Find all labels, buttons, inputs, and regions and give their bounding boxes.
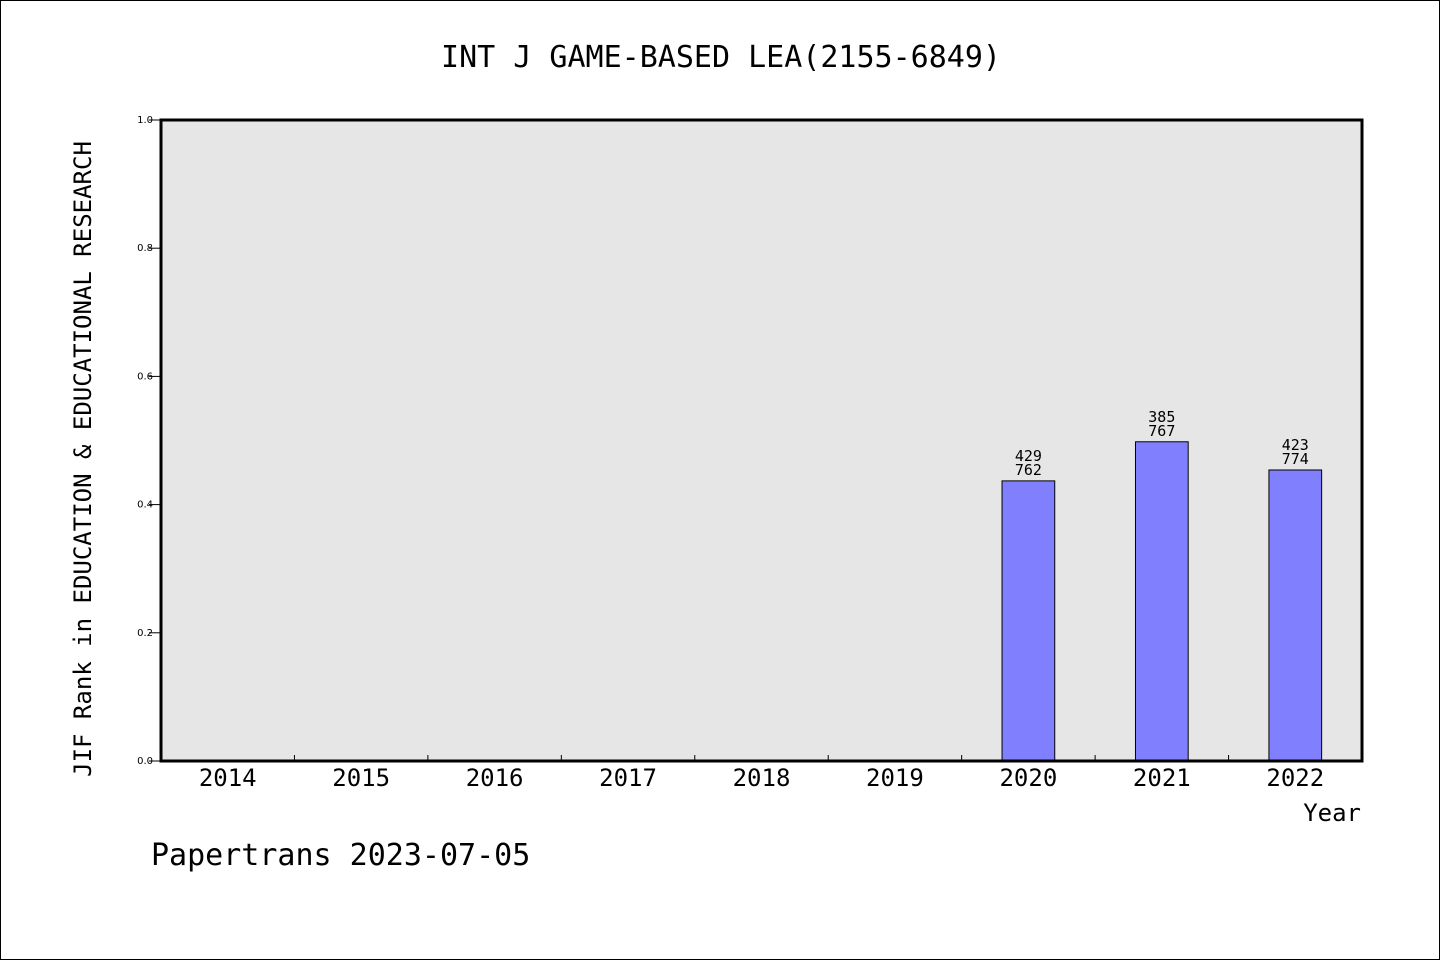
x-tick-label: 2016 [466,764,524,792]
bar-series [1001,441,1323,762]
bar-label-total: 762 [1015,461,1042,479]
x-tick-label: 2015 [332,764,390,792]
bar [1134,441,1189,762]
x-tick-label: 2014 [199,764,257,792]
y-tick-label: 0.2 [137,628,153,639]
bar [1268,469,1323,762]
x-axis-label: Year [1303,799,1361,827]
x-tick-label: 2022 [1266,764,1324,792]
chart-title: INT J GAME-BASED LEA(2155-6849) [441,40,1001,75]
y-axis-label: JIF Rank in EDUCATION & EDUCATIONAL RESE… [69,141,97,777]
x-tick-label: 2021 [1133,764,1191,792]
x-axis-ticks: 2014 2015 2016 2017 2018 2019 2020 2021 2022 [199,755,1324,792]
y-tick-label: 0.4 [137,500,153,511]
bar [1001,480,1056,762]
bar-label-rank: 429 [1015,447,1042,465]
y-tick-label: 0.6 [137,371,153,382]
x-tick-label: 2017 [599,764,657,792]
y-tick-label: 0.8 [137,243,153,254]
bar-label-total: 774 [1282,450,1309,468]
y-axis-ticks: 0.0 0.2 0.4 0.6 0.8 1.0 [137,115,161,767]
x-tick-label: 2018 [733,764,791,792]
bar-label-rank: 385 [1148,408,1175,426]
x-tick-label: 2020 [999,764,1057,792]
footer-credit: Papertrans 2023-07-05 [151,838,530,873]
bar-label-rank: 423 [1282,436,1309,454]
y-tick-label: 0.0 [137,756,153,767]
bar-label-total: 767 [1148,422,1175,440]
y-tick-label: 1.0 [137,115,153,126]
plot-frame [159,118,1364,763]
x-tick-label: 2019 [866,764,924,792]
